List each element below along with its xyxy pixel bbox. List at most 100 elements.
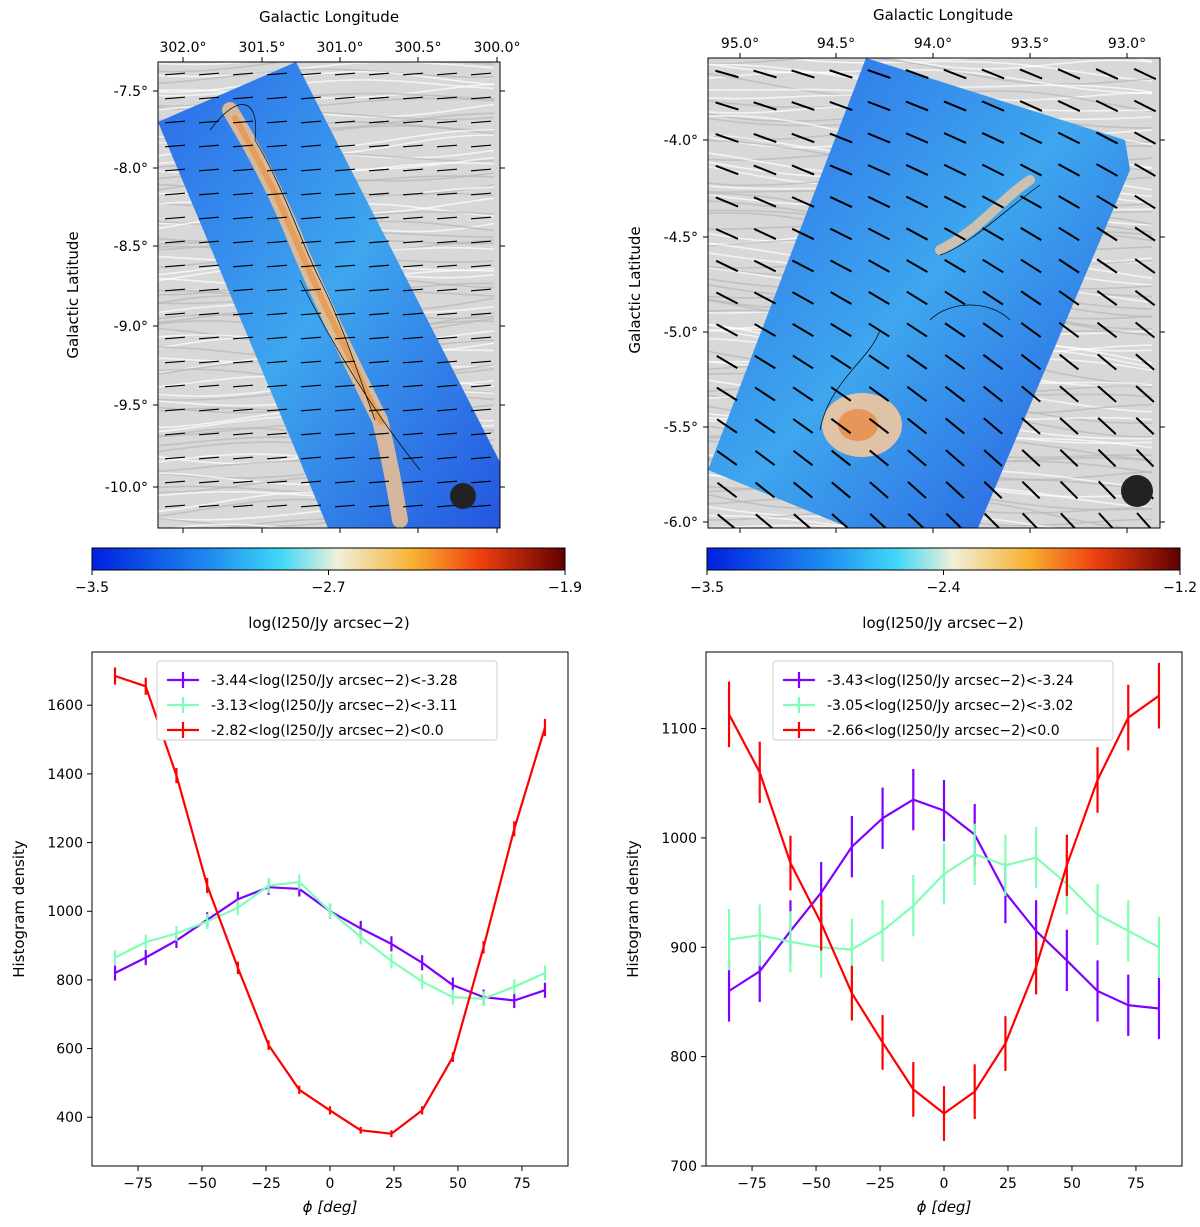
polarization-vector	[1020, 226, 1042, 242]
polarization-vector	[334, 216, 356, 220]
polarization-vector	[334, 192, 356, 196]
polarization-vector	[470, 264, 492, 268]
polarization-vector	[334, 432, 356, 436]
polarization-vector	[906, 354, 928, 370]
polarization-vector	[1021, 449, 1041, 467]
polarization-vector	[906, 417, 928, 435]
polarization-vector	[867, 195, 891, 209]
polarization-vector	[944, 258, 966, 274]
polarization-vector	[164, 312, 186, 316]
polarization-vector	[831, 481, 851, 499]
polarization-vector	[266, 408, 288, 412]
polarization-vector	[402, 216, 424, 220]
legend: -3.44<log(I250/Jy arcsec−2)<-3.28 -3.13<l…	[156, 660, 498, 741]
y-tick-label: -5.5°	[664, 420, 698, 436]
polarization-vector	[907, 513, 925, 528]
polarization-vector	[716, 386, 738, 402]
legend-label: -2.82<log(I250/Jy arcsec−2)<0.0	[211, 723, 444, 739]
map-left-beam	[450, 483, 476, 509]
polarization-vector	[1134, 258, 1156, 274]
polarization-vector	[402, 432, 424, 436]
map-right-clump-core	[838, 409, 878, 441]
polarization-vector	[300, 336, 322, 340]
map-right-title: Galactic Longitude	[873, 6, 1013, 24]
polarization-vector	[1133, 99, 1157, 113]
polarization-vector	[198, 432, 220, 436]
polarization-vector	[830, 418, 852, 434]
map-right-filament	[935, 175, 1035, 255]
polarization-vector	[300, 144, 322, 148]
polarization-vector	[867, 132, 891, 144]
polarization-vector	[232, 456, 254, 460]
polarization-vector	[1096, 163, 1118, 177]
polarization-vector	[1135, 385, 1155, 403]
polarization-vector	[470, 288, 492, 292]
legend-label: -2.66<log(I250/Jy arcsec−2)<0.0	[827, 723, 1060, 739]
polarization-vector	[300, 312, 322, 316]
colorbar-right-label: log(I250/Jy arcsec−2)	[862, 614, 1023, 632]
polarization-vector	[944, 290, 966, 306]
polarization-vector	[1134, 321, 1156, 339]
polarization-vector	[716, 418, 738, 434]
colorbar-tick-label: −2.4	[927, 580, 961, 596]
polarization-vector	[368, 192, 390, 196]
y-tick-label: 600	[56, 1042, 83, 1058]
colorbar-tick-label: −3.5	[690, 580, 724, 596]
polarization-vector	[792, 449, 814, 467]
polarization-vector	[402, 504, 424, 508]
polarization-vector	[905, 195, 929, 209]
polarization-vector	[753, 132, 777, 144]
polarization-vector	[368, 72, 390, 76]
polarization-vector	[198, 192, 220, 196]
polarization-vector	[334, 336, 356, 340]
polarization-vector	[715, 133, 739, 143]
polarization-vector	[945, 417, 965, 435]
x-tick-label: 93.0°	[1108, 36, 1146, 52]
x-axis-label: ϕ [deg]	[917, 1198, 972, 1216]
polarization-vector	[368, 168, 390, 172]
polarization-vector	[982, 290, 1004, 306]
polarization-vector	[198, 288, 220, 292]
polarization-vector	[981, 195, 1005, 209]
polarization-vector	[436, 120, 458, 124]
streamline	[891, 58, 1153, 70]
polarization-vector	[981, 132, 1005, 144]
polarization-vector	[1096, 226, 1118, 242]
polarization-vector	[436, 264, 458, 268]
polarization-vector	[436, 408, 458, 412]
polarization-vector	[266, 480, 288, 484]
polarization-vector	[753, 228, 777, 240]
polarization-vector	[868, 322, 890, 338]
polarization-vector	[1058, 195, 1080, 209]
map-left-title: Galactic Longitude	[259, 8, 399, 26]
polarization-vector	[436, 168, 458, 172]
polarization-vector	[402, 120, 424, 124]
polarization-vector	[1097, 480, 1117, 500]
polarization-vector	[754, 418, 776, 434]
y-tick-label: -7.5°	[114, 84, 148, 100]
polarization-vector	[829, 132, 853, 144]
y-tick-label: -4.5°	[664, 230, 698, 246]
polarization-vector	[198, 168, 220, 172]
map-right-vectors	[715, 67, 1157, 528]
polarization-vector	[334, 408, 356, 412]
polarization-vector	[1135, 353, 1155, 371]
polarization-vector	[402, 480, 424, 484]
polarization-vector	[232, 336, 254, 340]
polarization-vector	[944, 354, 966, 370]
map-left-footprint	[158, 62, 500, 528]
polarization-vector	[907, 481, 927, 499]
x-tick-label: 301.0°	[316, 40, 363, 56]
polarization-vector	[198, 240, 220, 244]
map-right-footprint	[708, 58, 1130, 528]
polarization-vector	[1021, 417, 1041, 435]
polarization-vector	[402, 360, 424, 364]
polarization-vector	[436, 216, 458, 220]
polarization-vector	[232, 264, 254, 268]
polarization-vector	[715, 101, 739, 111]
x-tick-label: 25	[999, 1176, 1017, 1192]
polarization-vector	[753, 69, 777, 79]
map-left-filament-core	[232, 115, 384, 425]
polarization-vector	[944, 385, 966, 403]
